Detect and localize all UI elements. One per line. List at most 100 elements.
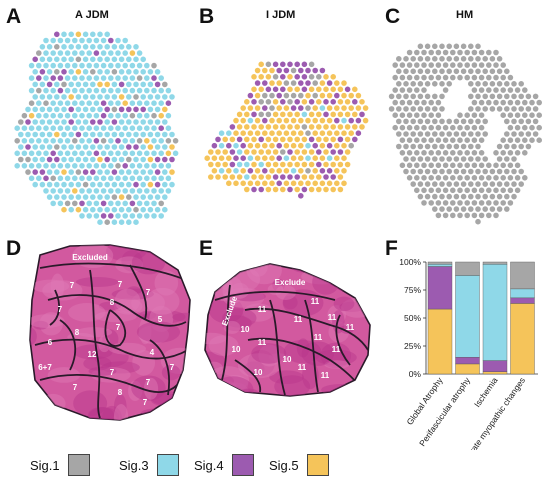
spot [64,174,71,182]
spot [214,161,222,168]
spot [499,161,507,169]
spot [514,186,521,194]
spot [297,167,305,175]
region-label: 10 [232,345,241,354]
spot [93,137,100,145]
spot [24,168,32,176]
spot [250,85,258,93]
spot [528,124,536,132]
spot [279,73,287,81]
spot [107,199,115,207]
spot [100,162,107,170]
spot [460,118,467,125]
spot [143,112,151,120]
region-label: 11 [258,338,267,347]
spot [57,124,64,132]
spot [358,111,366,118]
spot [311,179,319,187]
spot [496,105,503,113]
spot [336,161,344,168]
spot [293,148,301,156]
spot [103,131,111,138]
spot [416,93,424,100]
spot [318,179,326,187]
spot [67,106,75,113]
spot [463,161,471,169]
spot [478,199,485,207]
spot [100,37,107,44]
spot [57,99,64,107]
spot [467,105,475,113]
legend-swatch-sig3 [156,454,179,476]
spot [304,79,312,87]
spot [57,149,64,157]
spot [89,118,97,126]
spot [322,85,330,93]
spot [395,93,403,100]
spot [279,135,287,143]
spot [107,137,115,145]
spot [300,98,308,106]
spot [481,105,489,113]
spot [485,161,493,169]
spot [53,118,61,126]
spot [409,180,417,188]
spot [96,55,104,63]
spot [460,143,467,150]
spot [431,193,439,200]
bar-segment [427,308,453,375]
spot [391,99,399,106]
spot [261,154,269,162]
panel-title-c: HM [456,9,474,21]
spot [340,167,348,175]
spot [82,106,89,113]
spot [282,142,290,150]
spot [132,181,140,188]
spot [514,124,521,132]
spot [78,124,86,132]
spot [154,143,161,151]
spot [470,111,478,119]
spot [257,123,265,131]
spot [268,79,276,87]
spot [78,49,86,57]
spot [413,174,421,182]
y-tick-label: 100% [399,257,421,267]
spot [114,49,122,57]
spot [503,193,511,200]
spot [60,143,68,151]
spot [103,218,111,226]
spot [416,180,424,188]
spot [49,99,57,107]
region-boundary [104,309,127,347]
spot [503,105,511,113]
spot [75,156,82,163]
spot [114,187,122,195]
spot [82,181,89,188]
spot [100,99,107,107]
spot [452,143,460,150]
spot [424,193,431,200]
spot [478,86,485,94]
spot [71,87,79,94]
spot [517,80,525,88]
spot [28,162,35,170]
spot [107,112,115,120]
spot [114,149,122,157]
spot [121,174,129,182]
spot [28,99,35,107]
spot [93,112,100,120]
spot [121,137,129,145]
region-boundary [234,359,262,393]
spot [214,148,222,156]
bar-segment [510,297,535,304]
spot [35,174,43,182]
spot [136,62,143,69]
spot [525,93,532,100]
spot [128,187,136,195]
spot [103,118,111,126]
spot [49,124,57,132]
spot [416,67,424,75]
spot [150,199,158,207]
region-label: 11 [311,297,320,306]
